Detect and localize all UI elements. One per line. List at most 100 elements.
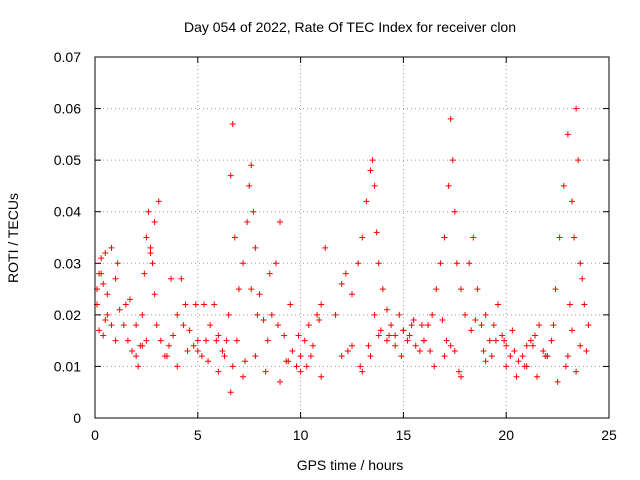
data-point (577, 342, 584, 349)
data-point (529, 342, 536, 349)
data-point (252, 353, 259, 360)
data-point (248, 162, 255, 169)
data-point (143, 337, 150, 344)
data-point (437, 260, 444, 267)
data-point (359, 234, 366, 241)
data-point (548, 337, 555, 344)
data-point (215, 368, 222, 375)
data-point (482, 358, 489, 365)
data-point (451, 347, 458, 354)
data-point (194, 347, 201, 354)
data-point (449, 157, 456, 164)
data-point (186, 327, 193, 334)
y-tick-label: 0.07 (54, 49, 81, 65)
data-point (108, 322, 115, 329)
data-point (375, 332, 382, 339)
data-point (281, 332, 288, 339)
data-point (573, 368, 580, 375)
data-point (357, 363, 364, 370)
data-point (287, 301, 294, 308)
data-point (229, 121, 236, 128)
grid (95, 57, 609, 418)
data-point (260, 317, 267, 324)
data-point (447, 115, 454, 122)
data-point (248, 286, 255, 293)
data-point (494, 301, 501, 308)
data-point (560, 182, 567, 189)
data-point (566, 301, 573, 308)
data-point (246, 182, 253, 189)
data-point (207, 322, 214, 329)
data-point (205, 358, 212, 365)
data-point (371, 182, 378, 189)
data-point (129, 347, 136, 354)
data-point (499, 332, 506, 339)
data-point (215, 332, 222, 339)
data-point (139, 342, 146, 349)
data-point (554, 378, 561, 385)
data-point (523, 342, 530, 349)
data-point (126, 296, 133, 303)
data-point (492, 337, 499, 344)
data-point (266, 270, 273, 277)
x-tick-label: 25 (601, 427, 617, 443)
data-point (301, 337, 308, 344)
y-tick-label: 0.02 (54, 307, 81, 323)
chart-title: Day 054 of 2022, Rate Of TEC Index for r… (184, 19, 516, 35)
data-point (332, 311, 339, 318)
data-point (513, 373, 520, 380)
data-point (431, 363, 438, 370)
data-point (112, 337, 119, 344)
data-point (211, 301, 218, 308)
data-point (240, 373, 247, 380)
data-point (386, 332, 393, 339)
data-point (583, 347, 590, 354)
data-point (392, 332, 399, 339)
data-point (108, 244, 115, 251)
data-point (515, 358, 522, 365)
x-tick-label: 20 (498, 427, 514, 443)
data-point (293, 363, 300, 370)
x-tick-label: 10 (293, 427, 309, 443)
data-point (102, 317, 109, 324)
y-axis-label: ROTI / TECUs (5, 193, 21, 283)
data-point (503, 342, 510, 349)
y-tick-label: 0.04 (54, 204, 81, 220)
data-point (406, 332, 413, 339)
data-point (307, 353, 314, 360)
data-point (577, 260, 584, 267)
data-point (318, 373, 325, 380)
data-point (585, 322, 592, 329)
data-point (427, 347, 434, 354)
data-point (192, 301, 199, 308)
data-point (342, 270, 349, 277)
data-point (404, 337, 411, 344)
data-point (412, 342, 419, 349)
data-point (472, 317, 479, 324)
data-points (94, 105, 592, 396)
data-point (509, 327, 516, 334)
y-tick-label: 0.01 (54, 358, 81, 374)
data-point (139, 311, 146, 318)
data-point (122, 301, 129, 308)
data-point (433, 286, 440, 293)
data-point (410, 317, 417, 324)
data-point (443, 337, 450, 344)
data-point (564, 131, 571, 138)
data-point (141, 270, 148, 277)
data-point (377, 327, 384, 334)
data-point (231, 234, 238, 241)
data-point (568, 198, 575, 205)
y-tick-label: 0.03 (54, 255, 81, 271)
data-point (309, 342, 316, 349)
data-point (163, 353, 170, 360)
data-point (349, 291, 355, 298)
data-point (233, 337, 240, 344)
y-tick-label: 0 (73, 410, 81, 426)
data-point (147, 244, 154, 251)
x-tick-labels: 0 5 10 15 20 25 (91, 427, 617, 443)
data-point (367, 353, 374, 360)
data-point (227, 172, 234, 179)
data-point (145, 208, 152, 215)
data-point (149, 260, 156, 267)
